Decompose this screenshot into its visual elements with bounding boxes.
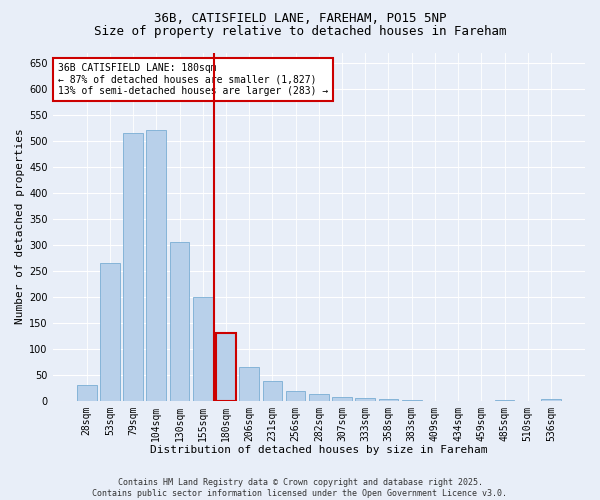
- Bar: [355, 398, 375, 400]
- X-axis label: Distribution of detached houses by size in Fareham: Distribution of detached houses by size …: [150, 445, 488, 455]
- Bar: [123, 133, 143, 400]
- Y-axis label: Number of detached properties: Number of detached properties: [15, 128, 25, 324]
- Bar: [193, 297, 212, 401]
- Bar: [286, 392, 305, 400]
- Text: 36B, CATISFIELD LANE, FAREHAM, PO15 5NP: 36B, CATISFIELD LANE, FAREHAM, PO15 5NP: [154, 12, 446, 26]
- Bar: [263, 381, 282, 400]
- Text: Contains HM Land Registry data © Crown copyright and database right 2025.
Contai: Contains HM Land Registry data © Crown c…: [92, 478, 508, 498]
- Bar: [332, 397, 352, 400]
- Bar: [379, 399, 398, 400]
- Text: 36B CATISFIELD LANE: 180sqm
← 87% of detached houses are smaller (1,827)
13% of : 36B CATISFIELD LANE: 180sqm ← 87% of det…: [58, 63, 328, 96]
- Bar: [541, 399, 561, 400]
- Bar: [77, 385, 97, 400]
- Text: Size of property relative to detached houses in Fareham: Size of property relative to detached ho…: [94, 25, 506, 38]
- Bar: [239, 367, 259, 400]
- Bar: [309, 394, 329, 400]
- Bar: [146, 130, 166, 400]
- Bar: [170, 242, 190, 400]
- Bar: [216, 333, 236, 400]
- Bar: [100, 263, 120, 400]
